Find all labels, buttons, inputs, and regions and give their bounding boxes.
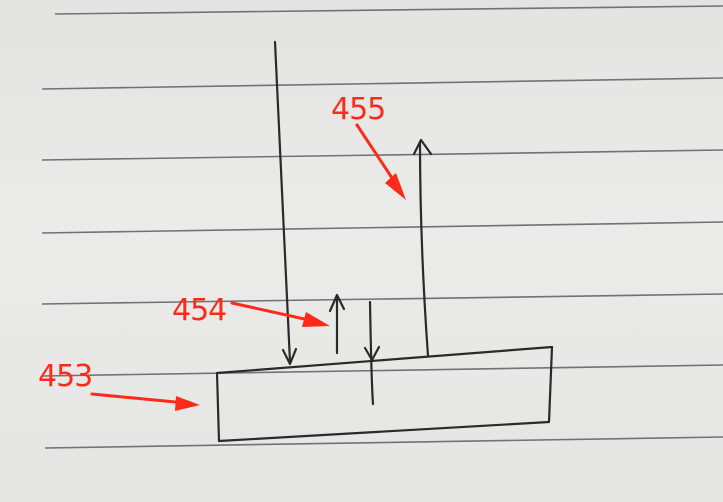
ruled-line <box>41 77 723 90</box>
leader-arrow-453 <box>90 392 200 411</box>
long-down-arrow-head <box>281 347 298 366</box>
ruled-line <box>44 436 723 449</box>
leader-arrow-454 <box>230 301 330 327</box>
block-rectangle <box>215 345 554 443</box>
annotation-arrows <box>90 123 406 411</box>
ruled-line <box>54 5 723 15</box>
leader-arrow-455 <box>355 123 406 200</box>
long-down-arrow-shaft <box>273 40 292 364</box>
short-down-arrow-head <box>363 345 381 362</box>
short-up-arrow-head <box>328 293 346 313</box>
tall-up-arrow-head <box>412 138 433 156</box>
ruled-line <box>41 364 723 377</box>
reference-numeral-453: 453 <box>38 359 93 394</box>
ruled-line <box>41 149 723 161</box>
tall-up-arrow-shaft <box>418 140 430 358</box>
ruled-line <box>41 221 723 234</box>
ruled-lines <box>41 5 723 449</box>
ruled-line <box>41 293 723 305</box>
reference-numeral-454: 454 <box>172 293 227 328</box>
short-down-arrow-shaft <box>368 300 375 406</box>
pen-sketch <box>215 40 554 443</box>
reference-numeral-455: 455 <box>331 92 386 127</box>
